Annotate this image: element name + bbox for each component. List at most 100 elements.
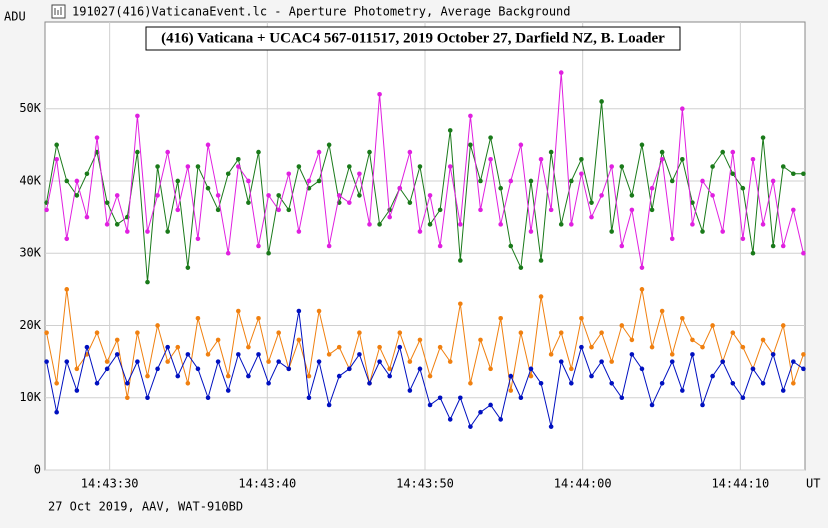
data-point [710, 373, 715, 379]
data-point [135, 149, 140, 155]
data-point [286, 171, 292, 177]
data-point [669, 236, 675, 242]
data-point [548, 207, 554, 213]
data-point [326, 352, 332, 357]
data-point [750, 156, 756, 162]
data-point [437, 243, 443, 249]
data-point [94, 330, 100, 336]
data-point [740, 344, 746, 350]
data-point [427, 193, 433, 198]
data-point [680, 388, 685, 393]
y-tick-label: 50K [19, 101, 41, 115]
data-point [407, 388, 413, 393]
y-tick-label: 30K [19, 246, 41, 260]
y-tick-label: 0 [34, 463, 41, 477]
data-point [316, 149, 322, 155]
data-point [629, 193, 635, 198]
data-point [780, 388, 786, 393]
data-point [236, 164, 241, 169]
data-point [276, 193, 281, 198]
data-point [397, 330, 403, 336]
data-point [296, 308, 302, 314]
data-point [760, 380, 766, 386]
data-point [357, 193, 362, 198]
data-point [256, 243, 261, 249]
data-point [114, 222, 120, 227]
data-point [74, 366, 80, 372]
data-point [478, 409, 483, 415]
data-point [700, 178, 705, 184]
data-point [589, 200, 594, 205]
data-point [64, 178, 70, 184]
data-point [720, 359, 725, 364]
data-point [740, 185, 746, 191]
data-point [125, 395, 130, 401]
data-point [649, 402, 655, 408]
data-point [538, 380, 544, 386]
data-point [599, 359, 604, 364]
data-point [558, 330, 564, 336]
data-point [730, 149, 736, 155]
data-point [215, 207, 221, 213]
data-point [84, 171, 90, 177]
data-point [185, 164, 191, 169]
data-point [680, 156, 685, 162]
data-point [447, 359, 453, 364]
data-point [659, 156, 665, 162]
data-point [639, 366, 645, 372]
data-point [114, 193, 120, 198]
data-point [175, 344, 181, 350]
grid: 0 10K 20K 30K 40K 50K 14:43:30 14:43:40 14:43:50… [19, 22, 805, 491]
data-point [387, 214, 392, 220]
data-point [639, 265, 645, 270]
data-point [347, 366, 352, 372]
data-point [387, 366, 392, 372]
data-point [750, 250, 756, 256]
data-point [135, 113, 140, 119]
data-point [700, 229, 705, 234]
data-point [225, 171, 231, 177]
data-point [367, 149, 372, 155]
window-title: 191027(416)VaticanaEvent.lc - Aperture P… [72, 5, 571, 19]
data-point [669, 359, 675, 364]
data-point [397, 185, 403, 191]
data-point [589, 373, 594, 379]
data-point [458, 222, 463, 227]
data-point [64, 236, 70, 242]
data-point [377, 359, 382, 364]
data-point [791, 171, 796, 177]
data-point [94, 135, 100, 140]
data-point [357, 330, 362, 336]
data-point [740, 395, 746, 401]
data-point [225, 388, 231, 393]
data-point [770, 243, 776, 249]
data-point [205, 142, 211, 148]
data-point [619, 395, 625, 401]
data-point [165, 149, 170, 155]
data-point [780, 164, 786, 169]
data-point [326, 243, 332, 249]
data-point [488, 156, 493, 162]
data-point [195, 236, 201, 242]
data-point [367, 222, 372, 227]
data-point [175, 207, 181, 213]
data-point [336, 344, 342, 350]
data-point [498, 185, 503, 191]
data-point [54, 409, 59, 415]
data-point [468, 113, 473, 119]
data-point [357, 171, 362, 177]
data-point [518, 142, 524, 148]
series-line [46, 72, 804, 268]
data-point [145, 373, 150, 379]
data-point [276, 359, 281, 364]
data-point [619, 243, 625, 249]
data-point [710, 323, 715, 328]
data-point [609, 380, 614, 386]
data-point [518, 330, 524, 336]
data-point [659, 380, 665, 386]
data-point [558, 359, 564, 364]
data-point [347, 164, 352, 169]
data-point [528, 366, 534, 372]
